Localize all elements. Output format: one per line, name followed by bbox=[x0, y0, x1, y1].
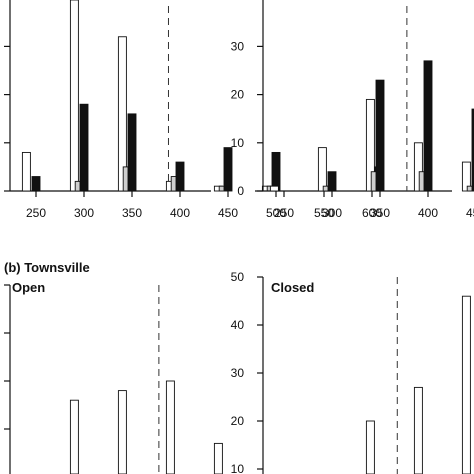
panel-title-closed: Closed bbox=[271, 280, 314, 295]
black-bar bbox=[375, 79, 385, 192]
x-tick-label: 350 bbox=[122, 206, 142, 220]
white-bar bbox=[269, 185, 279, 192]
black-bar bbox=[471, 108, 474, 192]
black-bar bbox=[327, 171, 337, 192]
white-bar bbox=[461, 161, 471, 192]
y-tick-label: 20 bbox=[231, 414, 245, 428]
y-tick-label: 0 bbox=[237, 184, 244, 198]
black-bar bbox=[79, 103, 89, 192]
white-bar bbox=[69, 399, 79, 474]
y-tick-label: 10 bbox=[231, 136, 245, 150]
x-tick-label: 400 bbox=[170, 206, 190, 220]
white-bar bbox=[413, 142, 423, 192]
white-bar bbox=[117, 36, 127, 192]
y-tick-label: 40 bbox=[231, 318, 245, 332]
white-bar bbox=[461, 295, 471, 474]
white-bar bbox=[317, 147, 327, 192]
black-bar bbox=[223, 147, 233, 192]
y-tick-label: 20 bbox=[231, 88, 245, 102]
white-bar bbox=[365, 420, 375, 474]
white-bar bbox=[165, 380, 175, 474]
x-tick-label: 350 bbox=[370, 206, 390, 220]
section-title: (b) Townsville bbox=[4, 260, 90, 275]
y-tick-label: 10 bbox=[231, 462, 245, 474]
x-tick-label: 400 bbox=[418, 206, 438, 220]
x-tick-label: 250 bbox=[274, 206, 294, 220]
black-bar bbox=[127, 113, 137, 192]
x-tick-label: 450 bbox=[466, 206, 474, 220]
x-tick-label: 250 bbox=[26, 206, 46, 220]
white-bar bbox=[365, 98, 375, 192]
x-tick-label: 450 bbox=[218, 206, 238, 220]
x-tick-label: 550 bbox=[314, 206, 334, 220]
white-bar bbox=[117, 390, 127, 474]
gray-bar bbox=[466, 185, 474, 192]
x-tick-label: 300 bbox=[322, 206, 342, 220]
white-bar bbox=[21, 151, 31, 192]
panel-title-open: Open bbox=[12, 280, 45, 295]
white-bar bbox=[213, 442, 223, 474]
y-tick-label: 30 bbox=[231, 39, 245, 53]
x-tick-label: 500 bbox=[266, 206, 286, 220]
y-tick-label: 30 bbox=[231, 366, 245, 380]
y-tick-label: 50 bbox=[231, 270, 245, 284]
white-bar bbox=[413, 386, 423, 474]
x-tick-label: 300 bbox=[74, 206, 94, 220]
x-tick-label: 600 bbox=[362, 206, 382, 220]
black-bar bbox=[271, 151, 281, 192]
black-bar bbox=[175, 161, 185, 192]
black-bar bbox=[423, 60, 433, 192]
black-bar bbox=[31, 176, 41, 192]
white-bar bbox=[69, 0, 79, 192]
